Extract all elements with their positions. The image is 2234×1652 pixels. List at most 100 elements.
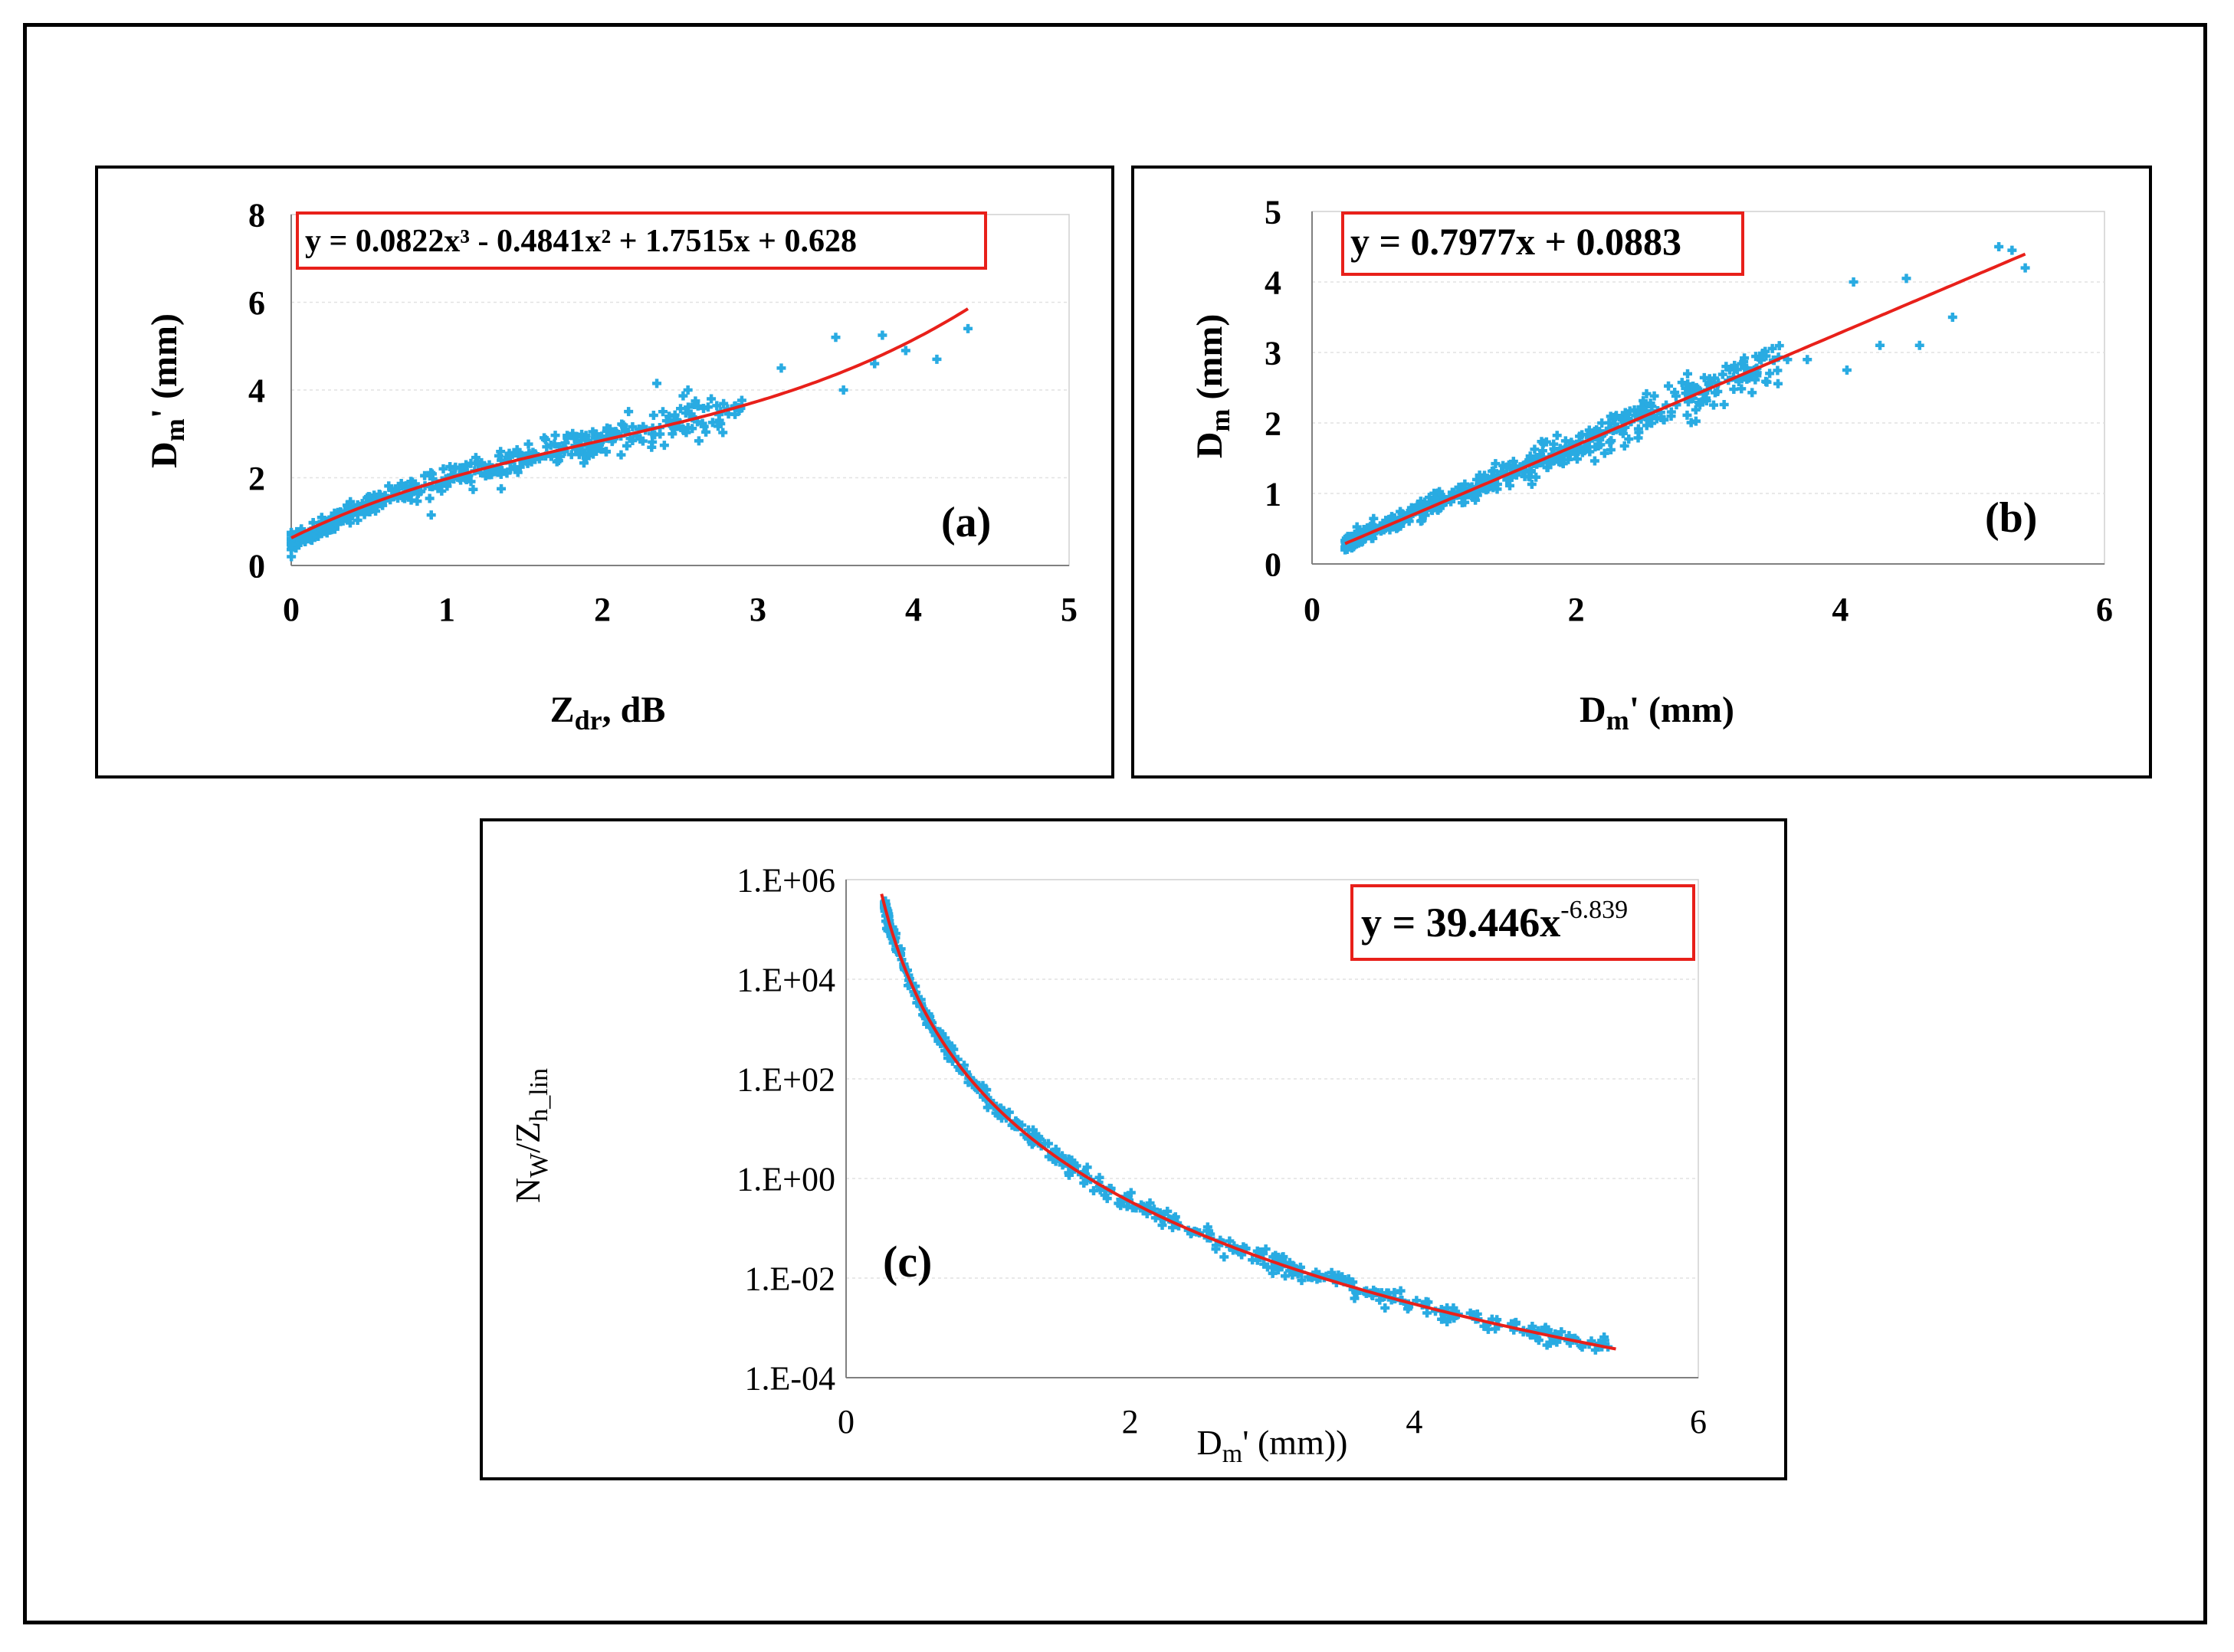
scatter-point-c-277 xyxy=(1527,1322,1537,1332)
scatter-point-b-13 xyxy=(1773,365,1783,375)
scatter-point-a-184 xyxy=(550,431,560,441)
scatter-point-a-465 xyxy=(397,481,407,491)
scatter-point-b-530 xyxy=(1597,418,1607,428)
scatter-point-a-442 xyxy=(461,461,471,471)
scatter-point-a-515 xyxy=(297,535,307,545)
scatter-point-b-558 xyxy=(1739,357,1749,367)
scatter-point-a-70 xyxy=(648,410,658,420)
scatter-point-b-529 xyxy=(1704,374,1714,384)
scatter-point-b-564 xyxy=(1914,340,1924,350)
x-axis-title-a: Zdr, dB xyxy=(550,690,666,736)
scatter-point-b-514 xyxy=(1638,403,1648,413)
scatter-point-a-524 xyxy=(831,333,841,343)
scatter-point-c-200 xyxy=(1102,1194,1112,1204)
scatter-point-a-528 xyxy=(900,346,910,356)
scatter-point-a-531 xyxy=(668,429,677,439)
scatter-point-a-234 xyxy=(412,497,422,506)
scatter-point-c-83 xyxy=(1170,1212,1180,1222)
y-tick-label-c: 1.E+06 xyxy=(736,861,835,899)
scatter-point-b-437 xyxy=(1686,418,1696,428)
scatter-point-c-358 xyxy=(981,1085,991,1095)
scatter-point-a-434 xyxy=(540,433,549,443)
scatter-point-a-228 xyxy=(317,513,326,523)
scatter-point-a-484 xyxy=(433,483,443,493)
scatter-point-a-339 xyxy=(420,470,430,480)
equation-box-a xyxy=(296,211,987,270)
y-tick-label-b: 2 xyxy=(1265,405,1281,442)
scatter-point-a-349 xyxy=(679,425,689,435)
scatter-point-b-379 xyxy=(1396,506,1406,516)
scatter-point-c-151 xyxy=(1380,1303,1390,1313)
y-axis-title-b: Dm (mm) xyxy=(1189,314,1235,459)
scatter-point-a-342 xyxy=(670,410,680,420)
scatter-point-a-514 xyxy=(556,451,566,461)
scatter-point-b-157 xyxy=(1666,407,1676,417)
y-tick-label-a: 4 xyxy=(248,372,265,409)
scatter-point-b-57 xyxy=(1734,377,1744,387)
scatter-point-b-112 xyxy=(1671,391,1681,401)
scatter-point-b-525 xyxy=(1412,500,1422,510)
scatter-point-a-459 xyxy=(372,502,382,512)
scatter-point-a-298 xyxy=(655,429,665,439)
scatter-point-a-198 xyxy=(678,391,688,401)
scatter-point-c-427 xyxy=(1219,1252,1229,1262)
scatter-point-a-502 xyxy=(699,421,709,431)
x-axis-title-c: Dm' (mm)) xyxy=(1197,1423,1348,1468)
grid-a xyxy=(291,301,1069,479)
scatter-point-a-423 xyxy=(450,464,460,474)
scatter-point-b-536 xyxy=(1472,490,1482,500)
scatter-point-b-460 xyxy=(1757,348,1767,358)
x-tick-label-c: 2 xyxy=(1122,1403,1139,1441)
scatter-point-a-530 xyxy=(963,323,973,333)
scatter-point-a-326 xyxy=(670,424,680,434)
scatter-point-c-41 xyxy=(1297,1276,1307,1286)
y-axis-title-c: NW/Zh_lin xyxy=(508,1068,553,1203)
scatter-point-b-535 xyxy=(1530,444,1540,454)
scatter-point-c-456 xyxy=(1248,1255,1258,1265)
y-tick-label-b: 5 xyxy=(1265,193,1281,231)
x-tick-label-b: 2 xyxy=(1568,591,1585,628)
scatter-point-b-296 xyxy=(1634,428,1644,438)
x-tick-label-b: 6 xyxy=(2096,591,2113,628)
panel-c: 1.E-04 1.E-02 1.E+00 1.E+02 1.E+04 1.E+06 0 2 4 6… xyxy=(480,818,1787,1480)
scatter-point-b-470 xyxy=(1556,457,1566,467)
scatter-point-b-562 xyxy=(1842,365,1852,375)
x-tick-label-b: 4 xyxy=(1832,591,1849,628)
chart-b-svg: 0 1 2 3 4 5 0 2 4 6 y = 0.7977x + 0.0883 (b) Dm' … xyxy=(1189,193,2113,736)
scatter-point-b-485 xyxy=(1566,438,1576,447)
scatter-point-b-340 xyxy=(1682,410,1692,420)
scatter-point-b-463 xyxy=(1642,421,1652,431)
scatter-point-a-61 xyxy=(601,447,611,457)
scatter-point-b-376 xyxy=(1721,362,1731,372)
scatter-point-b-563 xyxy=(1875,340,1885,350)
scatter-point-c-387 xyxy=(1065,1170,1074,1180)
scatter-point-b-285 xyxy=(1755,354,1765,364)
scatter-point-a-503 xyxy=(504,452,514,462)
scatter-point-a-486 xyxy=(441,479,451,489)
scatter-point-b-554 xyxy=(1563,454,1573,464)
scatter-point-c-239 xyxy=(1350,1293,1360,1303)
scatter-point-c-400 xyxy=(983,1103,992,1113)
x-tick-label-c: 0 xyxy=(838,1403,855,1441)
scatter-point-b-345 xyxy=(1508,457,1518,467)
scatter-point-b-482 xyxy=(1545,459,1555,469)
scatter-point-b-143 xyxy=(1531,472,1541,482)
scatter-point-b-2 xyxy=(1527,479,1537,489)
scatter-point-b-560 xyxy=(1849,277,1858,287)
scatter-point-b-171 xyxy=(1619,441,1629,451)
x-tick-label-c: 4 xyxy=(1406,1403,1422,1441)
scatter-point-c-305 xyxy=(1281,1271,1291,1281)
scatter-point-b-518 xyxy=(1717,369,1727,379)
scatter-point-c-194 xyxy=(1017,1120,1027,1130)
scatter-point-a-385 xyxy=(566,450,576,460)
scatter-point-a-371 xyxy=(583,448,593,458)
y-tick-label-a: 0 xyxy=(248,547,265,585)
scatter-point-c-298 xyxy=(1375,1295,1385,1305)
scatter-point-b-232 xyxy=(1767,343,1777,353)
scatter-point-c-30 xyxy=(1557,1327,1566,1337)
scatter-point-b-335 xyxy=(1713,387,1723,397)
scatter-point-a-436 xyxy=(712,401,722,411)
scatter-point-b-462 xyxy=(1577,447,1587,457)
scatter-point-c-383 xyxy=(1079,1178,1089,1188)
scatter-point-a-270 xyxy=(618,420,628,430)
